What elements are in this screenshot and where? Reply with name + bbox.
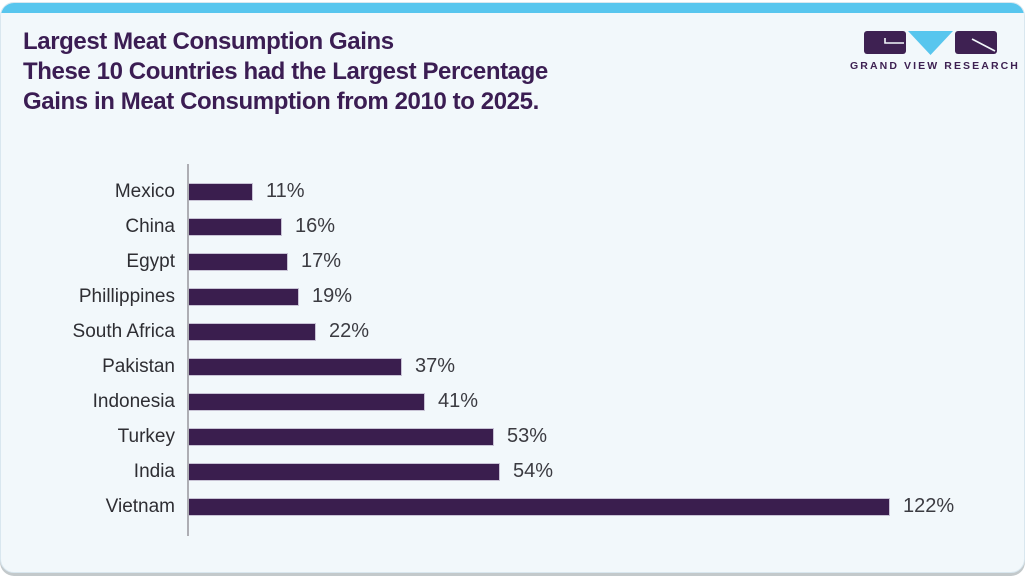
value-label: 17% — [301, 250, 342, 272]
value-label: 37% — [415, 355, 456, 377]
chart-row: Egypt 17% — [1, 244, 1000, 279]
top-accent-bar — [1, 3, 1024, 13]
value-label: 122% — [903, 495, 955, 517]
bar — [189, 358, 401, 375]
category-label: Mexico — [114, 180, 175, 202]
value-label: 41% — [438, 390, 479, 412]
value-label: 53% — [507, 425, 548, 447]
category-label: India — [133, 460, 175, 482]
chart-row: Phillippines 19% — [1, 279, 1000, 314]
bar-chart: Mexico 11% China 16% Egypt 17% Phillippines 19%… — [1, 164, 1000, 536]
value-label: 16% — [295, 215, 336, 237]
bar — [189, 183, 252, 200]
category-label: Vietnam — [105, 495, 175, 517]
value-label: 22% — [329, 320, 370, 342]
logo-wordmark: GRAND VIEW RESEARCH — [850, 60, 1020, 72]
category-label: Phillippines — [78, 285, 175, 307]
chart-row: China 16% — [1, 209, 1000, 244]
page-title: Largest Meat Consumption Gains These 10 … — [23, 27, 548, 117]
category-label: China — [125, 215, 175, 237]
title-line-1: Largest Meat Consumption Gains — [23, 28, 394, 55]
title-line-2: These 10 Countries had the Largest Perce… — [23, 58, 548, 85]
chart-row: Mexico 11% — [1, 174, 1000, 209]
bar — [189, 288, 298, 305]
category-label: Turkey — [117, 425, 175, 447]
category-label: Indonesia — [92, 390, 175, 412]
chart-row: Pakistan 37% — [1, 349, 1000, 384]
chart-row: India 54% — [1, 454, 1000, 489]
title-line-3: Gains in Meat Consumption from 2010 to 2… — [23, 88, 539, 115]
bar — [189, 393, 424, 410]
chart-rows: Mexico 11% China 16% Egypt 17% Phillippines 19%… — [1, 174, 1000, 524]
bar — [189, 498, 889, 515]
bar — [189, 428, 493, 445]
grand-view-research-logo: GRAND VIEW RESEARCH — [850, 30, 1020, 72]
gvr-logo-icon — [864, 31, 997, 55]
value-label: 19% — [312, 285, 353, 307]
bar — [189, 323, 315, 340]
category-label: Pakistan — [102, 355, 175, 377]
value-label: 11% — [266, 180, 305, 202]
category-label: Egypt — [126, 250, 175, 272]
category-label: South Africa — [72, 320, 175, 342]
chart-row: Turkey 53% — [1, 419, 1000, 454]
chart-row: Vietnam 122% — [1, 489, 1000, 524]
bar — [189, 218, 281, 235]
bar — [189, 253, 287, 270]
value-label: 54% — [513, 460, 554, 482]
bar — [189, 463, 499, 480]
y-axis-line — [187, 164, 189, 536]
chart-row: Indonesia 41% — [1, 384, 1000, 419]
chart-row: South Africa 22% — [1, 314, 1000, 349]
